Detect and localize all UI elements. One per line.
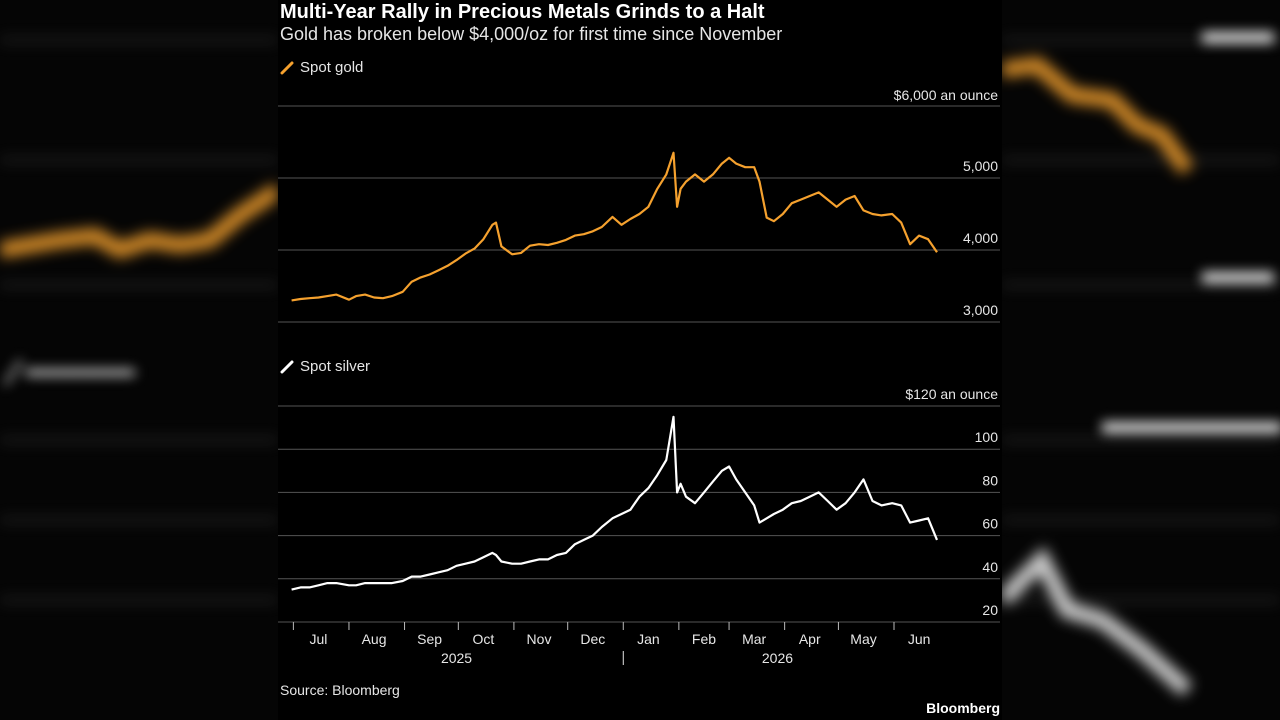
x-axis-month-label: Jul	[310, 631, 328, 647]
x-axis-month-label: Feb	[692, 631, 716, 647]
blurred-background-right: ▬▬ ▬▬ ▬▬▬▬▬	[1002, 0, 1280, 720]
blurred-background-left: ⁄ ━━━━━	[0, 0, 278, 720]
x-axis-year-label: 2025	[441, 650, 472, 666]
legend-gold: Spot gold	[280, 59, 363, 76]
legend-silver-swatch-icon	[280, 360, 294, 373]
x-axis-month-label: Aug	[362, 631, 387, 647]
charts-svg: $6,000 an ounce 5,000 4,000 3,000 $120 an ou…	[278, 87, 1000, 666]
x-axis-month-label: May	[850, 631, 876, 647]
x-axis-month-label: Jun	[908, 631, 931, 647]
gold-tick-label: 4,000	[963, 230, 998, 246]
x-axis-month-label: Mar	[742, 631, 766, 647]
blurred-left-label: ⁄ ━━━━━	[10, 352, 135, 393]
x-axis-month-label: Sep	[417, 631, 442, 647]
x-axis-year-label: 2026	[762, 650, 793, 666]
blurred-right-label-1: ▬▬	[1202, 10, 1274, 51]
gold-tick-label: 3,000	[963, 302, 998, 318]
silver-tick-label: 100	[975, 429, 999, 445]
x-axis-month-label: Nov	[527, 631, 552, 647]
silver-tick-label: 80	[982, 472, 998, 488]
x-axis-month-label: Apr	[799, 631, 821, 647]
blurred-right-artwork	[1002, 38, 1280, 696]
blurred-left-artwork	[0, 38, 278, 602]
silver-tick-label: 40	[982, 559, 998, 575]
gold-series-line	[291, 151, 938, 302]
legend-silver: Spot silver	[280, 358, 370, 375]
blurred-right-label-2: ▬▬	[1202, 250, 1274, 291]
gold-tick-label: 5,000	[963, 158, 998, 174]
x-axis-month-label: Oct	[473, 631, 495, 647]
silver-tick-label: 60	[982, 516, 998, 532]
silver-tick-label: 20	[982, 602, 998, 618]
blurred-right-label-3: ▬▬▬▬▬	[1102, 400, 1280, 441]
chart-title: Multi-Year Rally in Precious Metals Grin…	[280, 1, 765, 23]
x-axis-month-label: Dec	[580, 631, 605, 647]
legend-silver-label: Spot silver	[300, 358, 371, 375]
chart-subtitle: Gold has broken below $4,000/oz for firs…	[280, 24, 783, 44]
legend-gold-label: Spot gold	[300, 59, 364, 76]
bloomberg-logo: Bloomberg	[926, 700, 1000, 716]
silver-unit-label: $120 an ounce	[905, 386, 998, 402]
legend-gold-swatch-icon	[280, 61, 294, 74]
silver-series-line	[291, 415, 939, 591]
source-note: Source: Bloomberg	[280, 682, 400, 698]
gold-unit-label: $6,000 an ounce	[894, 87, 999, 103]
chart-frame: Multi-Year Rally in Precious Metals Grin…	[278, 0, 1002, 720]
x-axis-month-label: Jan	[637, 631, 660, 647]
